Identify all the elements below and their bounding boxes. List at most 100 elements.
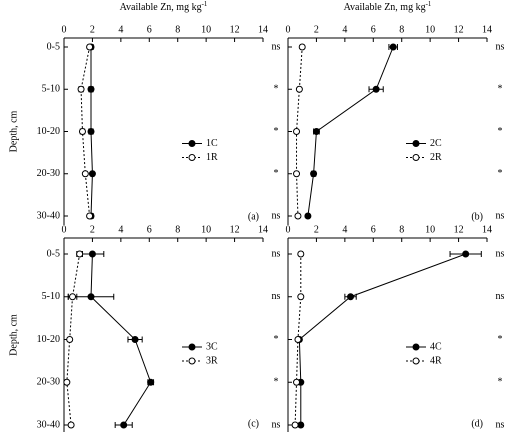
series-line xyxy=(66,253,81,426)
x-tick-label: 2 xyxy=(314,224,319,235)
significance: * xyxy=(274,168,279,179)
data-point xyxy=(295,85,303,93)
x-tick-label: 6 xyxy=(371,24,376,35)
significance: * xyxy=(274,126,279,137)
legend-marker xyxy=(412,343,420,351)
data-point xyxy=(297,293,305,301)
y-tick-label: 30-40 xyxy=(37,210,60,221)
significance: * xyxy=(274,84,279,95)
x-tick-label: 0 xyxy=(286,224,291,235)
legend-marker xyxy=(412,154,420,161)
data-point xyxy=(120,421,128,429)
data-point xyxy=(63,378,71,386)
data-point xyxy=(87,85,95,93)
panel-label: (c) xyxy=(248,418,259,429)
data-point xyxy=(297,250,305,258)
y-axis-label: Depth, cm xyxy=(8,314,19,356)
x-tick-label: 8 xyxy=(399,224,404,235)
x-tick-label: 12 xyxy=(230,224,240,235)
x-tick-label: 6 xyxy=(371,224,376,235)
legend-marker xyxy=(188,140,196,147)
data-point xyxy=(87,293,95,301)
significance: * xyxy=(498,334,503,345)
y-tick-label: 5-10 xyxy=(42,84,60,95)
legend-label: 1C xyxy=(206,138,218,149)
panel-label: (a) xyxy=(248,211,259,222)
significance: ns xyxy=(496,41,505,52)
data-point xyxy=(312,128,320,135)
y-tick-label: 0-5 xyxy=(47,248,60,259)
data-point xyxy=(77,85,85,93)
significance: ns xyxy=(272,248,281,259)
data-point xyxy=(293,170,301,178)
legend-label: 4C xyxy=(430,341,442,352)
legend-label: 4R xyxy=(430,355,442,366)
x-tick-label: 10 xyxy=(425,24,435,35)
legend-label: 3C xyxy=(206,341,218,352)
x-tick-label: 6 xyxy=(147,24,152,35)
significance: ns xyxy=(496,210,505,221)
x-tick-label: 2 xyxy=(90,24,95,35)
x-axis-label: Available Zn, mg kg-1 xyxy=(344,0,432,13)
data-point xyxy=(294,336,302,343)
series-line xyxy=(298,253,466,425)
x-axis-label: Available Zn, mg kg-1 xyxy=(120,0,208,13)
x-tick-label: 14 xyxy=(258,24,268,35)
data-point xyxy=(293,128,301,135)
data-point xyxy=(67,421,75,429)
data-point xyxy=(87,128,95,135)
significance: * xyxy=(498,377,503,388)
x-tick-label: 8 xyxy=(175,224,180,235)
x-label-text: Available Zn, mg kg xyxy=(120,2,202,13)
significance: * xyxy=(498,168,503,179)
significance: * xyxy=(274,377,279,388)
x-tick-label: 10 xyxy=(201,24,211,35)
legend-label: 3R xyxy=(206,355,218,366)
panel-label: (b) xyxy=(471,211,483,222)
legend-label: 2R xyxy=(430,152,442,163)
data-point xyxy=(294,212,302,220)
x-tick-label: 14 xyxy=(258,224,268,235)
x-tick-label: 2 xyxy=(90,224,95,235)
data-point xyxy=(81,170,89,178)
y-tick-label: 30-40 xyxy=(37,419,60,430)
x-label-sup: -1 xyxy=(426,0,432,8)
x-tick-label: 4 xyxy=(342,224,347,235)
data-point xyxy=(310,170,318,178)
legend-marker xyxy=(412,140,420,147)
x-tick-label: 14 xyxy=(482,224,492,235)
data-point xyxy=(88,170,96,178)
data-point xyxy=(131,336,139,343)
x-tick-label: 12 xyxy=(454,224,464,235)
legend-marker xyxy=(188,357,196,365)
significance: ns xyxy=(272,291,281,302)
y-axis-label: Depth, cm xyxy=(8,110,19,152)
significance: * xyxy=(498,84,503,95)
y-tick-label: 20-30 xyxy=(37,168,60,179)
x-tick-label: 8 xyxy=(399,24,404,35)
x-tick-label: 0 xyxy=(62,24,67,35)
x-tick-label: 10 xyxy=(201,224,211,235)
significance: * xyxy=(274,334,279,345)
panel-label: (d) xyxy=(471,418,483,429)
significance: * xyxy=(498,126,503,137)
data-point xyxy=(462,250,470,258)
y-tick-label: 5-10 xyxy=(42,291,60,302)
x-tick-label: 10 xyxy=(425,224,435,235)
x-label-sup: -1 xyxy=(202,0,208,8)
legend-label: 2C xyxy=(430,138,442,149)
significance: ns xyxy=(272,41,281,52)
y-tick-label: 20-30 xyxy=(37,377,60,388)
x-tick-label: 4 xyxy=(118,24,123,35)
data-point xyxy=(389,43,397,51)
legend-marker xyxy=(412,357,420,365)
data-point xyxy=(88,250,96,258)
data-point xyxy=(66,336,74,343)
data-point xyxy=(76,250,84,258)
y-tick-label: 0-5 xyxy=(47,41,60,52)
x-tick-label: 4 xyxy=(118,224,123,235)
data-point xyxy=(347,293,355,301)
legend-marker xyxy=(188,154,196,161)
y-tick-label: 10-20 xyxy=(37,334,60,345)
